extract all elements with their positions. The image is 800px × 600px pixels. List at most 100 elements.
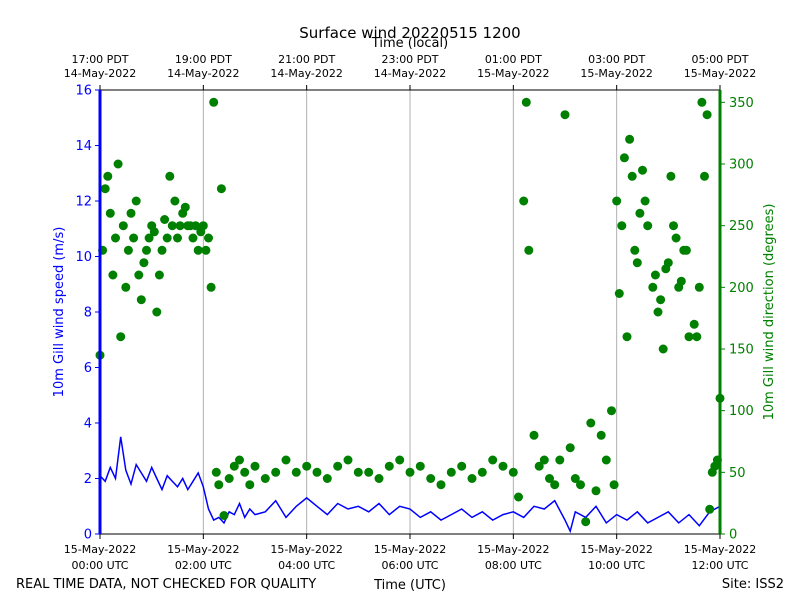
direction-point	[663, 258, 673, 268]
direction-point	[191, 221, 201, 231]
top-tick-date-2: 14-May-2022	[270, 67, 342, 80]
right-tick-label-1: 50	[729, 466, 746, 481]
direction-point	[498, 461, 508, 471]
direction-point	[167, 221, 177, 231]
direction-point	[565, 443, 575, 453]
direction-point	[477, 467, 487, 477]
direction-point	[214, 480, 224, 490]
direction-point	[209, 97, 219, 107]
direction-point	[529, 430, 539, 440]
top-tick-time-2: 21:00 PDT	[278, 53, 335, 66]
top-tick-time-3: 23:00 PDT	[381, 53, 438, 66]
direction-point	[374, 474, 384, 483]
direction-point	[638, 165, 647, 175]
bottom-tick-date-4: 15-May-2022	[477, 543, 549, 556]
direction-point	[656, 295, 666, 305]
direction-point	[692, 332, 702, 342]
direction-point	[240, 467, 250, 477]
top-tick-date-0: 14-May-2022	[64, 67, 136, 80]
bottom-tick-time-3: 06:00 UTC	[381, 559, 438, 572]
right-tick-label-0: 0	[729, 528, 737, 543]
direction-point	[601, 455, 611, 465]
direction-point	[689, 319, 699, 329]
direction-point	[614, 289, 624, 298]
direction-point	[666, 171, 676, 181]
direction-point	[142, 245, 151, 255]
direction-point	[136, 295, 146, 305]
direction-point	[643, 221, 653, 231]
top-tick-date-3: 14-May-2022	[374, 67, 446, 80]
direction-point	[650, 270, 660, 280]
left-tick-label-7: 14	[75, 139, 92, 154]
top-tick-time-5: 03:00 PDT	[588, 53, 645, 66]
bottom-axis-ticks: 15-May-2022 00:00 UTC 15-May-2022 02:00 UTC…	[64, 534, 756, 572]
direction-point	[539, 455, 549, 465]
direction-point	[103, 171, 113, 181]
direction-point	[229, 461, 239, 471]
direction-point	[211, 467, 221, 477]
direction-point	[235, 455, 244, 465]
x-axis-label-bottom: Time (UTC)	[373, 578, 446, 593]
direction-point	[175, 221, 185, 231]
direction-point	[364, 467, 374, 477]
top-tick-date-1: 14-May-2022	[167, 67, 239, 80]
direction-point	[123, 245, 133, 255]
direction-point	[635, 208, 645, 218]
top-tick-date-6: 15-May-2022	[684, 67, 756, 80]
direction-point	[322, 474, 332, 483]
direction-point	[126, 208, 136, 218]
top-tick-time-1: 19:00 PDT	[175, 53, 232, 66]
direction-point	[405, 467, 415, 477]
right-tick-label-6: 300	[729, 158, 754, 173]
direction-point	[312, 467, 322, 477]
direction-point	[576, 480, 585, 490]
chart-title: Surface wind 20220515 1200	[299, 24, 520, 42]
direction-point	[671, 233, 681, 243]
direction-point	[165, 171, 175, 181]
direction-point	[586, 418, 596, 428]
direction-point	[612, 196, 622, 206]
direction-point	[617, 221, 627, 231]
direction-point	[415, 461, 425, 471]
direction-point	[681, 245, 691, 255]
direction-point	[519, 196, 529, 206]
direction-point	[514, 492, 523, 502]
bottom-tick-time-2: 04:00 UTC	[278, 559, 335, 572]
direction-point	[694, 282, 704, 292]
footer-site-label: Site: ISS2	[722, 577, 784, 592]
direction-point	[596, 430, 606, 440]
right-tick-label-2: 100	[729, 404, 754, 419]
direction-point	[658, 344, 668, 354]
footer-left-note: REAL TIME DATA, NOT CHECKED FOR QUALITY	[16, 577, 316, 592]
direction-point	[446, 467, 456, 477]
wind-direction-points	[95, 97, 725, 527]
direction-point	[457, 461, 467, 471]
bottom-tick-time-1: 02:00 UTC	[175, 559, 232, 572]
direction-point	[260, 474, 270, 483]
direction-point	[622, 332, 632, 342]
direction-point	[640, 196, 650, 206]
right-tick-label-5: 250	[729, 219, 754, 234]
direction-point	[669, 221, 678, 231]
left-tick-label-0: 0	[84, 528, 92, 543]
direction-point	[619, 153, 629, 163]
direction-point	[508, 467, 518, 477]
direction-point	[524, 245, 534, 255]
bottom-tick-date-5: 15-May-2022	[580, 543, 652, 556]
bottom-tick-time-6: 12:00 UTC	[691, 559, 748, 572]
top-tick-time-6: 05:00 PDT	[691, 53, 748, 66]
direction-point	[113, 159, 123, 169]
direction-point	[676, 276, 686, 286]
direction-point	[625, 134, 635, 144]
y-axis-label-right: 10m Gill wind direction (degrees)	[762, 204, 777, 421]
direction-point	[121, 282, 131, 292]
direction-point	[521, 97, 531, 107]
right-axis-ticks: 0 50 100 150 200 250 300 350	[720, 96, 754, 543]
direction-point	[436, 480, 446, 490]
direction-point	[302, 461, 312, 471]
direction-point	[627, 171, 637, 181]
direction-point	[702, 110, 712, 120]
direction-point	[570, 474, 580, 483]
top-tick-date-4: 15-May-2022	[477, 67, 549, 80]
